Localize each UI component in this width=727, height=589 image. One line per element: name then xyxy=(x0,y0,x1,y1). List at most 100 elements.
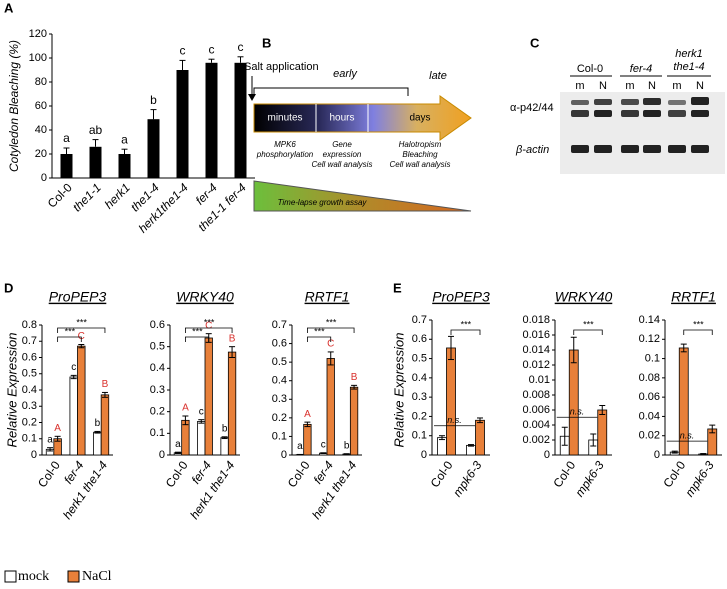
significance-bracket xyxy=(307,327,355,333)
y-tick-label: 20 xyxy=(35,148,47,160)
x-tick-label: mpk6-3 xyxy=(450,458,485,499)
readout: Gene xyxy=(332,140,352,149)
y-tick-label: 0.2 xyxy=(412,410,427,422)
significance-letter: b xyxy=(150,93,157,107)
significance-label: *** xyxy=(693,319,704,329)
significance-bracket xyxy=(307,336,332,342)
assay-label: Time-lapse growth assay xyxy=(278,198,368,207)
significance-label: n.s. xyxy=(570,407,585,417)
y-tick-label: 0.04 xyxy=(639,410,660,422)
panel-label: E xyxy=(393,280,402,295)
y-tick-label: 100 xyxy=(29,52,47,64)
significance-bracket xyxy=(683,329,713,335)
genotype: fer-4 xyxy=(630,63,652,75)
y-tick-label: 0.006 xyxy=(522,404,550,416)
late-label: late xyxy=(429,70,447,82)
y-tick-label: 0.2 xyxy=(150,406,165,418)
significance-label: *** xyxy=(583,319,594,329)
bar xyxy=(446,347,456,456)
lane-label: m xyxy=(575,80,584,92)
bar xyxy=(475,419,485,456)
y-tick-label: 0.2 xyxy=(272,412,287,424)
genotype: the1-4 xyxy=(673,61,704,73)
y-tick-label: 0 xyxy=(281,449,287,461)
bar xyxy=(234,62,247,178)
y-tick-label: 0.6 xyxy=(22,351,37,363)
bar xyxy=(303,423,312,456)
y-tick-label: 0.3 xyxy=(272,393,287,405)
panel-label: D xyxy=(4,280,13,295)
y-tick-label: 0.1 xyxy=(645,352,660,364)
legend-label: NaCl xyxy=(82,569,112,584)
bar xyxy=(77,345,86,456)
y-tick-label: 0.06 xyxy=(639,391,660,403)
bar xyxy=(205,62,218,178)
significance-letter: C xyxy=(205,320,212,331)
y-tick-label: 0.014 xyxy=(522,344,550,356)
significance-label: n.s. xyxy=(680,431,695,441)
y-tick-label: 0.08 xyxy=(639,372,660,384)
y-tick-label: 0.1 xyxy=(272,430,287,442)
bar xyxy=(204,337,213,456)
y-tick-label: 0.8 xyxy=(22,319,37,331)
significance-label: *** xyxy=(314,326,325,336)
y-tick-label: 0.4 xyxy=(272,375,287,387)
significance-letter: C xyxy=(327,339,334,350)
x-tick-label: Col-0 xyxy=(660,458,688,490)
significance-letter: A xyxy=(54,423,61,434)
y-tick-label: 0.02 xyxy=(639,430,660,442)
readout: Cell wall analysis xyxy=(312,160,373,169)
bar xyxy=(118,154,131,178)
chart-title: ProPEP3 xyxy=(432,289,490,305)
lane-label: m xyxy=(672,80,681,92)
x-tick-label: herk1 xyxy=(102,180,133,211)
significance-bracket xyxy=(573,329,603,335)
arrowhead xyxy=(248,94,256,101)
panel-label: C xyxy=(530,35,540,50)
y-tick-label: 0.012 xyxy=(522,359,550,371)
readout: expression xyxy=(323,150,362,159)
bar xyxy=(181,419,190,456)
bar xyxy=(197,421,206,456)
significance-bracket xyxy=(57,327,106,333)
bar xyxy=(69,376,78,456)
significance-label: *** xyxy=(325,317,336,327)
y-tick-label: 0.5 xyxy=(412,352,427,364)
bands xyxy=(571,97,709,153)
bar xyxy=(597,409,608,456)
x-tick-label: Col-0 xyxy=(428,458,456,490)
y-tick-label: 80 xyxy=(35,76,47,88)
y-tick-label: 0.1 xyxy=(412,430,427,442)
antibody-label: α-p42/44 xyxy=(510,102,554,114)
readout: MPK6 xyxy=(274,140,296,149)
y-tick-label: 0.5 xyxy=(22,368,37,380)
y-tick-label: 0.6 xyxy=(150,319,165,331)
x-tick-label: mpk6-3 xyxy=(682,458,717,499)
y-tick-label: 0.4 xyxy=(22,384,37,396)
genotype: Col-0 xyxy=(577,63,603,75)
significance-label: *** xyxy=(76,317,87,327)
y-tick-label: 0.7 xyxy=(412,314,427,326)
y-tick-label: 0.5 xyxy=(272,356,287,368)
chart-title: WRKY40 xyxy=(555,289,613,305)
y-tick-label: 0.018 xyxy=(522,314,550,326)
x-tick-label: Col-0 xyxy=(550,458,578,490)
significance-letter: b xyxy=(95,418,101,429)
readout: Cell wall analysis xyxy=(390,160,451,169)
y-tick-label: 0.1 xyxy=(150,427,165,439)
x-tick-label: Col-0 xyxy=(35,458,63,490)
y-tick-label: 0 xyxy=(421,449,427,461)
significance-label: *** xyxy=(64,326,75,336)
significance-letter: b xyxy=(344,440,350,451)
y-axis-label: Cotyledon Bleaching (%) xyxy=(7,40,21,172)
genotype: herk1 xyxy=(675,48,703,60)
significance-letter: B xyxy=(351,372,358,383)
legend-swatch xyxy=(4,570,17,583)
y-tick-label: 0.3 xyxy=(150,384,165,396)
chart-title: RRTF1 xyxy=(671,289,716,305)
readout: Halotropism xyxy=(399,140,442,149)
significance-bracket xyxy=(57,336,82,342)
stage: minutes xyxy=(267,113,302,124)
y-tick-label: 0 xyxy=(159,449,165,461)
y-tick-label: 0.004 xyxy=(522,419,550,431)
